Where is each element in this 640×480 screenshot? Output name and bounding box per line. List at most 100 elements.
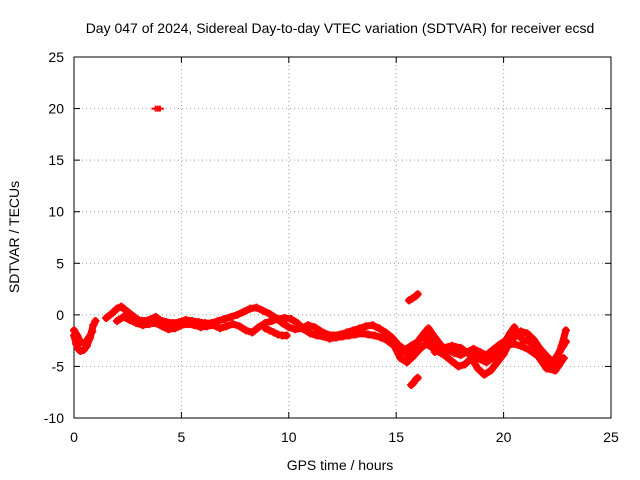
data-point [269, 328, 278, 337]
data-point [516, 327, 525, 336]
data-point [233, 310, 242, 319]
data-point [267, 317, 276, 326]
data-point [216, 324, 225, 333]
data-point [542, 364, 551, 373]
data-point [170, 324, 179, 333]
data-point [473, 364, 482, 373]
data-point [332, 333, 341, 342]
tick-labels: 0 5 10 15 20 25 -10 -5 0 5 10 15 20 25 [44, 49, 619, 445]
data-point [448, 357, 457, 366]
data-point [491, 352, 500, 361]
y-tick-label: 5 [56, 255, 64, 271]
grid-lines [74, 57, 611, 418]
data-point [265, 326, 274, 335]
data-point [112, 317, 121, 326]
chart-title: Day 047 of 2024, Sidereal Day-to-day VTE… [86, 20, 595, 36]
data-point [306, 329, 315, 338]
data-point [319, 332, 328, 341]
data-point [402, 350, 411, 359]
data-point [364, 330, 373, 339]
data-point [555, 347, 564, 356]
data-point [377, 333, 386, 342]
axis-ticks [73, 56, 612, 419]
data-point [486, 366, 495, 375]
data-point [293, 319, 302, 328]
data-point [428, 337, 437, 346]
y-tick-label: 15 [48, 152, 64, 168]
data-point [220, 314, 229, 323]
data-point [533, 352, 542, 361]
data-point [280, 313, 289, 322]
data-point [536, 344, 545, 353]
data-point [112, 304, 121, 313]
y-tick-label: 0 [56, 307, 64, 323]
data-point [228, 320, 237, 329]
data-point [226, 312, 235, 321]
y-tick-label: -5 [52, 358, 65, 374]
data-point [415, 335, 424, 344]
data-series [70, 105, 570, 389]
data-point [80, 339, 89, 348]
data-point [525, 345, 534, 354]
data-point [510, 323, 519, 332]
y-tick-label: 20 [48, 101, 64, 117]
y-tick-label: -10 [44, 410, 64, 426]
data-point [450, 349, 459, 358]
data-point [304, 321, 313, 330]
sdtvar-band-7 [407, 374, 422, 389]
data-point [254, 323, 263, 332]
sdtvar-band-5 [390, 332, 443, 358]
data-point [286, 314, 295, 323]
data-point [123, 307, 132, 316]
data-point [259, 306, 268, 315]
data-point [415, 344, 424, 353]
data-point [312, 331, 321, 340]
sdtvar-band-6 [405, 290, 422, 304]
data-point [89, 321, 98, 330]
data-point [529, 335, 538, 344]
data-point [274, 314, 283, 323]
y-tick-label: 10 [48, 204, 64, 220]
data-point [390, 337, 399, 346]
data-point [70, 326, 78, 335]
data-point [102, 313, 111, 322]
data-point [561, 337, 570, 346]
data-point [381, 328, 390, 337]
outlier-point [155, 105, 164, 112]
data-point [158, 322, 167, 331]
data-point [145, 320, 154, 329]
data-point [222, 322, 231, 331]
data-point [117, 302, 126, 311]
data-point [493, 358, 502, 367]
data-point [239, 307, 248, 316]
data-point [164, 325, 173, 334]
data-point [424, 324, 433, 333]
data-point [430, 347, 439, 356]
data-point [448, 341, 457, 350]
x-tick-label: 25 [603, 429, 619, 445]
data-point [91, 317, 100, 326]
data-point [454, 362, 463, 371]
x-tick-label: 15 [388, 429, 404, 445]
data-point [108, 308, 117, 317]
data-point [151, 319, 160, 328]
data-point [475, 347, 484, 356]
data-point [460, 360, 469, 369]
data-point [79, 345, 88, 354]
data-point [132, 319, 141, 328]
data-point [469, 344, 478, 353]
data-point [282, 331, 291, 340]
data-point [516, 341, 525, 350]
data-point [409, 352, 418, 361]
data-point [246, 304, 255, 313]
data-point [362, 322, 371, 331]
sdtvar-band-4 [431, 340, 568, 375]
data-point [402, 358, 411, 367]
data-point [409, 343, 418, 352]
data-point [203, 322, 212, 331]
x-tick-label: 20 [496, 429, 512, 445]
data-point [518, 335, 527, 344]
data-point [291, 325, 300, 334]
data-point [480, 370, 489, 379]
